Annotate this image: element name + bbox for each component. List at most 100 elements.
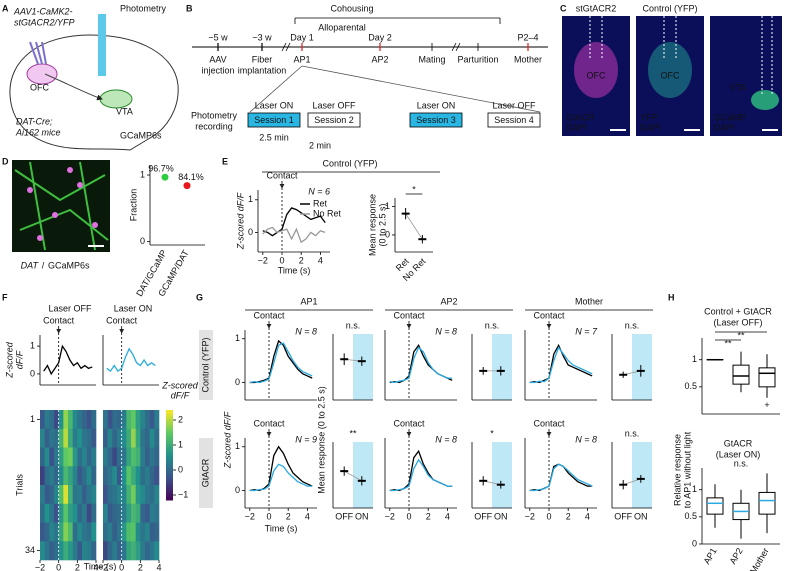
- label: DAT: [21, 260, 40, 270]
- n-label: N = 6: [308, 186, 330, 196]
- label: **: [724, 338, 732, 348]
- colorbar-step: [166, 416, 173, 420]
- rule: [285, 42, 291, 52]
- heat-cell: [68, 410, 73, 430]
- significance: n.s.: [485, 320, 500, 330]
- heat-cell: [103, 541, 108, 561]
- trace: [262, 207, 326, 237]
- significance: n.s.: [346, 320, 361, 330]
- point: [183, 182, 191, 190]
- heat-cell: [135, 485, 141, 505]
- heat-cell: [68, 541, 73, 561]
- label: (Laser OFF): [713, 317, 762, 327]
- label: Session 1: [254, 115, 294, 125]
- x-tick-label: ON: [494, 511, 508, 521]
- label: dF/F: [171, 390, 190, 400]
- label: n.s.: [734, 458, 749, 468]
- colorbar-step: [166, 458, 173, 462]
- x-tick-label: −2: [385, 511, 395, 521]
- heat-cell: [54, 541, 59, 561]
- heat-cell: [112, 541, 118, 561]
- heat-cell: [58, 541, 64, 561]
- panel-letter: A: [2, 3, 9, 13]
- heat-cell: [82, 410, 87, 430]
- label: Laser ON: [114, 303, 153, 313]
- heat-cell: [140, 466, 146, 486]
- heat-cell: [58, 410, 64, 430]
- colorbar-label: 2: [178, 414, 183, 424]
- label: Cohousing: [330, 3, 373, 13]
- annotation: Contact: [266, 170, 298, 180]
- x-tick-label: 4: [305, 511, 310, 521]
- heat-cell: [107, 447, 113, 467]
- heat-cell: [40, 485, 45, 505]
- image: [12, 160, 110, 252]
- heat-cell: [103, 447, 108, 467]
- heat-cell: [121, 447, 127, 467]
- label: VTA: [730, 82, 747, 92]
- label: VTA: [116, 106, 133, 116]
- y-tick-label: 0: [385, 229, 390, 239]
- annotation: Contact: [106, 315, 138, 325]
- laser-on-shade: [353, 334, 373, 400]
- x-tick-label: 4: [445, 511, 450, 521]
- colorbar-step: [166, 419, 173, 423]
- label: Ai162 mice: [15, 127, 61, 137]
- label: **: [737, 330, 745, 340]
- heat-cell: [49, 410, 55, 430]
- stain: [751, 90, 779, 110]
- colorbar-step: [166, 443, 173, 447]
- n-label: N = 9: [295, 434, 317, 444]
- heat-cell: [40, 541, 45, 561]
- x-tick-label: 4: [585, 511, 590, 521]
- ofc-region: [26, 63, 58, 85]
- heat-cell: [149, 485, 155, 505]
- y-tick-label: 1: [692, 484, 697, 494]
- heat-cell: [63, 503, 69, 523]
- heat-cell: [44, 541, 50, 561]
- heat-cell: [107, 503, 113, 523]
- heat-cell: [44, 522, 50, 542]
- label: /: [42, 260, 45, 270]
- heat-cell: [77, 503, 83, 523]
- value-label: 84.1%: [178, 172, 204, 182]
- heat-cell: [40, 410, 45, 430]
- y-tick-label: 34: [25, 545, 35, 555]
- heat-cell: [117, 541, 122, 561]
- heat-cell: [121, 541, 127, 561]
- heat-cell: [54, 428, 59, 448]
- heat-cell: [54, 485, 59, 505]
- label: Laser OFF: [48, 303, 92, 313]
- session-box: [307, 112, 361, 128]
- laser-on-shade: [492, 442, 512, 508]
- heat-cell: [68, 428, 73, 448]
- colorbar-step: [166, 410, 173, 414]
- trace: [529, 346, 593, 384]
- y-tick-label: 0: [235, 485, 240, 495]
- x-tick-label: Mother: [748, 546, 771, 571]
- significance: **: [349, 428, 357, 438]
- heat-cell: [140, 541, 146, 561]
- trace: [249, 342, 313, 384]
- label: Z-scored dF/F: [222, 411, 232, 469]
- n-label: N = 8: [435, 326, 457, 336]
- label: Mean response: [367, 194, 377, 256]
- heat-cell: [135, 428, 141, 448]
- y-tick-label: 0: [30, 368, 35, 378]
- y-tick-label: 0: [140, 236, 145, 246]
- heat-cell: [149, 503, 155, 523]
- heat-cell: [40, 428, 45, 448]
- heat-cell: [44, 410, 50, 430]
- x-tick-label: 4: [93, 562, 98, 571]
- heat-cell: [77, 466, 83, 486]
- heat-cell: [135, 447, 141, 467]
- heat-cell: [112, 503, 118, 523]
- label: DAPI: [714, 122, 735, 132]
- n-label: N = 8: [295, 326, 317, 336]
- heat-cell: [44, 466, 50, 486]
- heat-cell: [54, 410, 59, 430]
- label: Z-scored dF/F: [235, 192, 245, 250]
- y-tick-label: 1: [140, 169, 145, 179]
- x-tick-label: 4: [318, 255, 323, 265]
- heat-cell: [40, 447, 45, 467]
